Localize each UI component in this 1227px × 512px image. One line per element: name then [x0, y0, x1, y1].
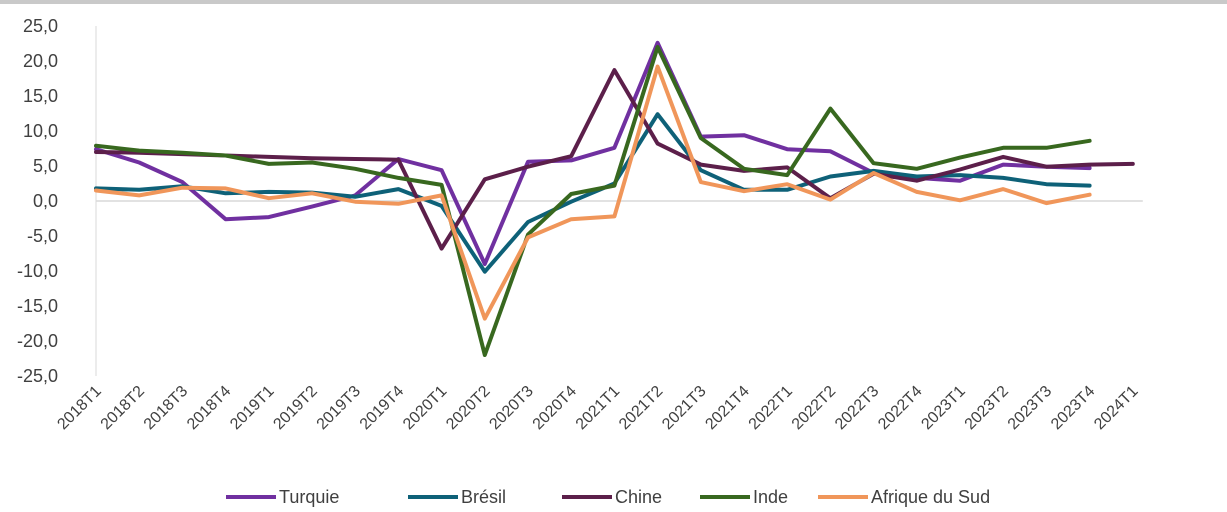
x-tick-label: 2021T4: [702, 383, 752, 433]
x-tick-label: 2022T4: [875, 383, 925, 433]
x-tick-label: 2022T3: [832, 383, 882, 433]
x-tick-label: 2021T3: [659, 383, 709, 433]
x-tick-label: 2020T3: [486, 383, 536, 433]
x-tick-label: 2023T3: [1005, 383, 1055, 433]
y-tick-label: -15,0: [17, 296, 58, 316]
y-tick-label: -5,0: [27, 226, 58, 246]
y-axis: 25,0 20,0 15,0 10,0 5,0 0,0 -5,0 -10,0 -15,0 -20,…: [17, 16, 97, 386]
legend-label: Afrique du Sud: [871, 487, 990, 507]
x-tick-label: 2021T1: [573, 383, 623, 433]
x-tick-label: 2020T4: [530, 383, 580, 433]
legend-label: Turquie: [279, 487, 339, 507]
series-line-3: [94, 45, 1092, 357]
x-tick-label: 2022T1: [746, 383, 796, 433]
x-tick-label: 2018T2: [98, 383, 148, 433]
y-tick-label: 20,0: [23, 51, 58, 71]
x-tick-label: 2021T2: [616, 383, 666, 433]
x-tick-label: 2024T1: [1091, 383, 1141, 433]
x-tick-label: 2023T2: [962, 383, 1012, 433]
y-tick-label: 10,0: [23, 121, 58, 141]
y-tick-label: -25,0: [17, 366, 58, 386]
x-tick-label: 2019T3: [314, 383, 364, 433]
x-tick-label: 2023T1: [918, 383, 968, 433]
x-tick-label: 2020T2: [443, 383, 493, 433]
x-tick-label: 2018T3: [141, 383, 191, 433]
y-tick-label: 25,0: [23, 16, 58, 36]
legend-label: Brésil: [461, 487, 506, 507]
legend: Turquie Brésil Chine Inde Afrique du Sud: [226, 487, 990, 507]
legend-label: Inde: [753, 487, 788, 507]
x-tick-label: 2019T4: [357, 383, 407, 433]
x-tick-label: 2019T1: [227, 383, 277, 433]
x-tick-label: 2018T4: [184, 383, 234, 433]
series-line-1: [94, 112, 1092, 274]
x-tick-label: 2019T2: [270, 383, 320, 433]
series-layer: [94, 40, 1135, 357]
y-tick-label: -20,0: [17, 331, 58, 351]
x-axis: 2018T12018T22018T32018T42019T12019T22019…: [54, 200, 1143, 433]
x-tick-label: 2023T4: [1048, 383, 1098, 433]
y-tick-label: 15,0: [23, 86, 58, 106]
y-tick-label: 5,0: [33, 156, 58, 176]
x-tick-label: 2022T2: [789, 383, 839, 433]
y-tick-label: -10,0: [17, 261, 58, 281]
series-line-4: [94, 64, 1092, 321]
legend-label: Chine: [615, 487, 662, 507]
series-line-0: [94, 40, 1092, 266]
x-tick-label: 2020T1: [400, 383, 450, 433]
series-line-2: [94, 68, 1135, 251]
y-tick-label: 0,0: [33, 191, 58, 211]
x-tick-label: 2018T1: [54, 383, 104, 433]
cropped-header-text: [0, 0, 1227, 4]
